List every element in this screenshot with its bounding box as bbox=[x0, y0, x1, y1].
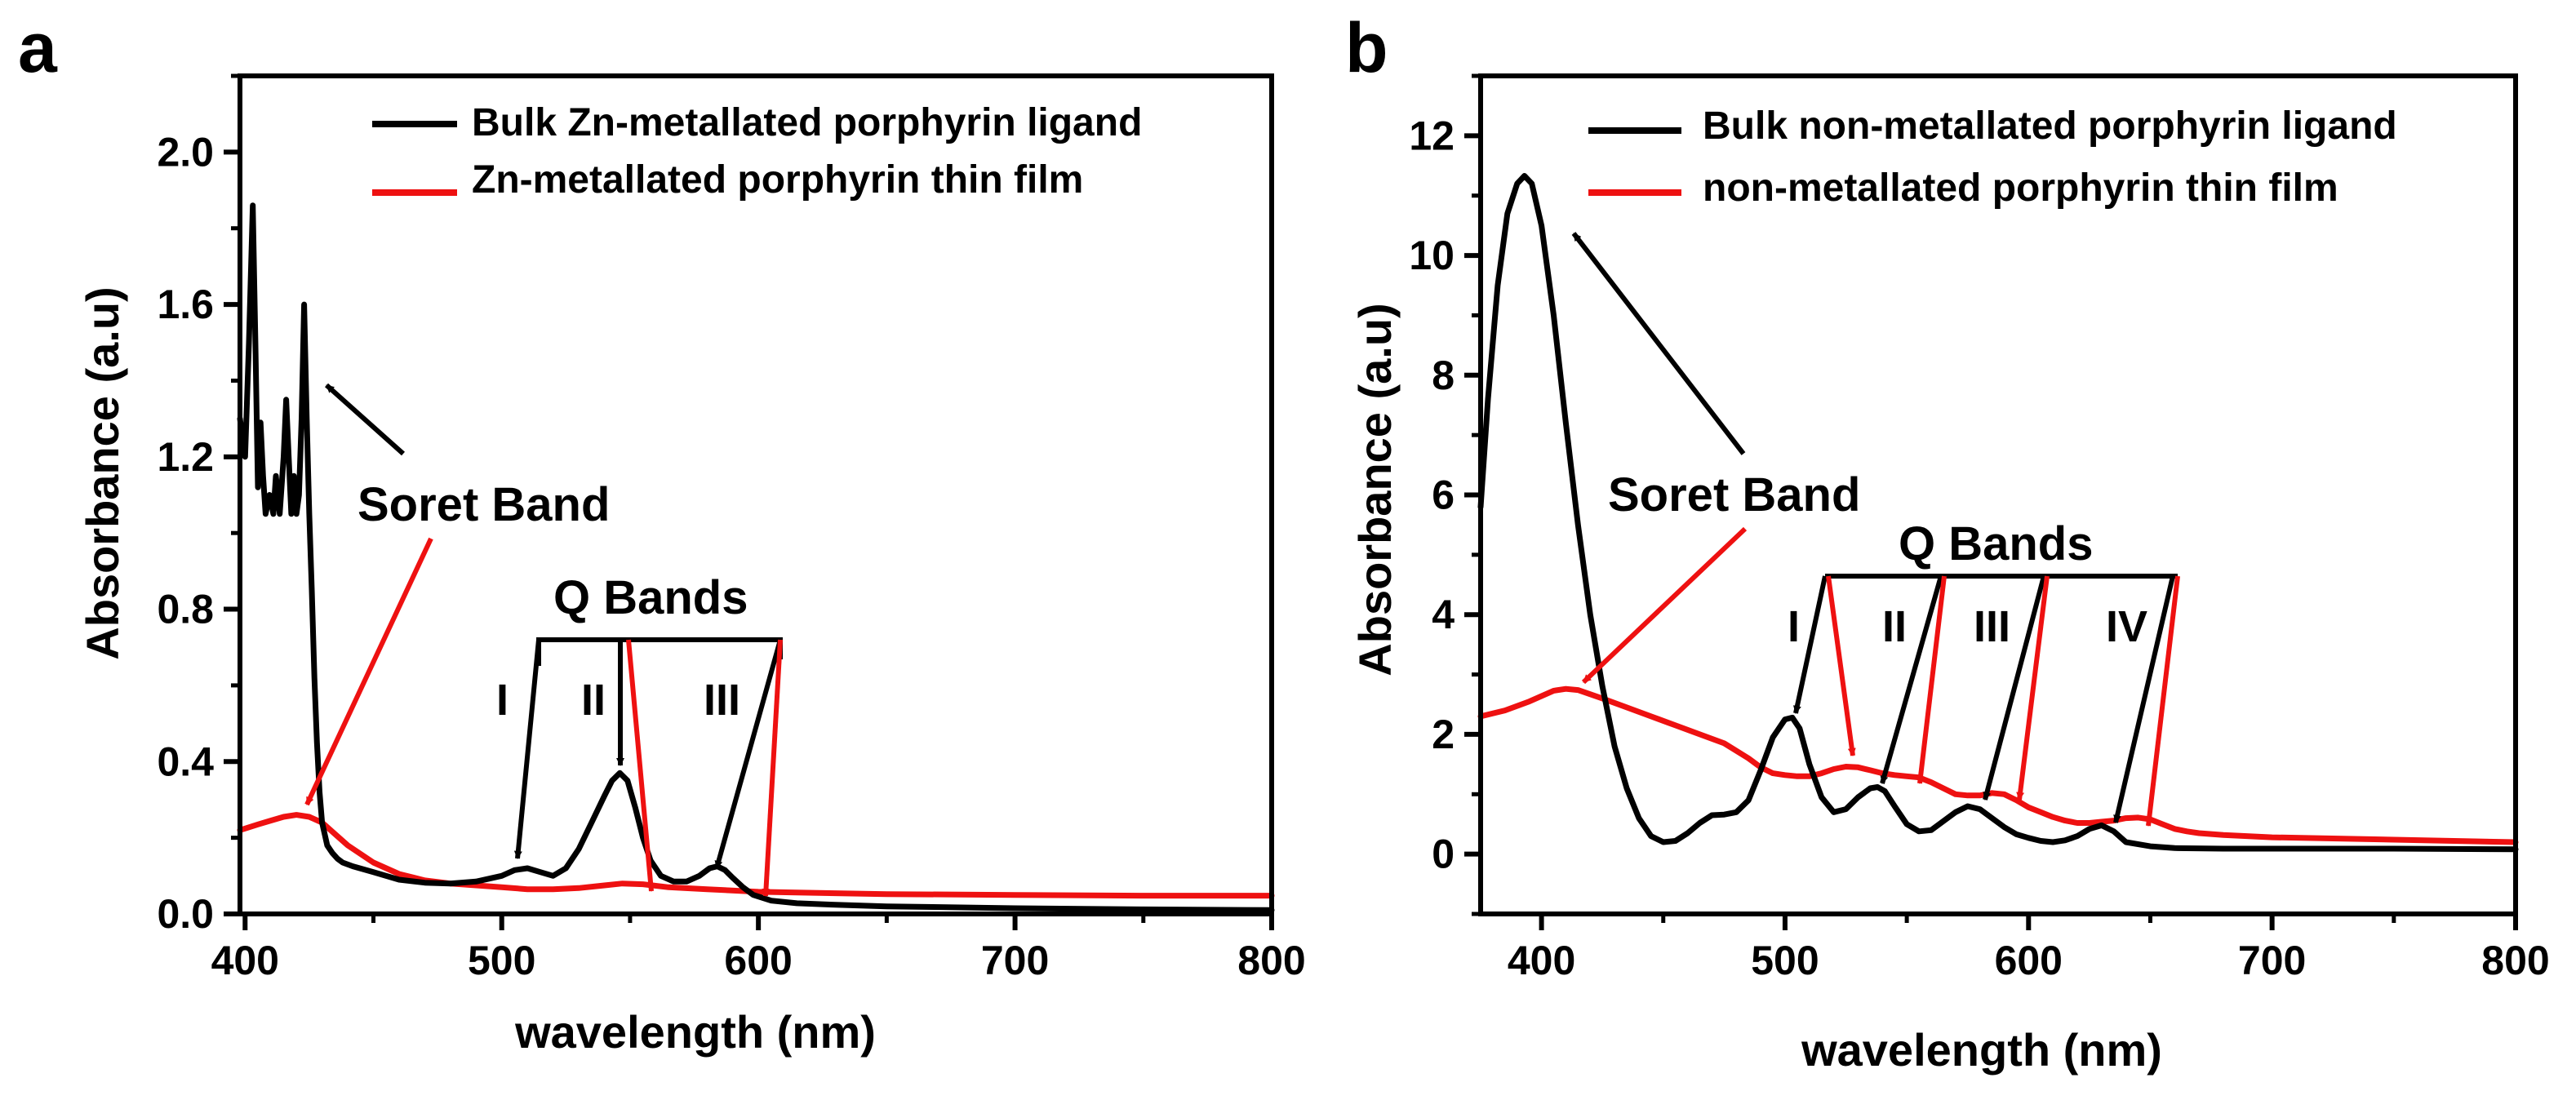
panel-a-legend-bulk: Bulk Zn-metallated porphyrin ligand bbox=[472, 101, 1142, 144]
panel-a-y-tick-label: 1.2 bbox=[157, 434, 214, 480]
panel-a-band-i-label: I bbox=[496, 676, 509, 725]
panel-b-y-tick-label: 6 bbox=[1432, 472, 1455, 518]
panel-a-band-ii-label: II bbox=[581, 676, 606, 725]
panel-a-x-tick-label: 600 bbox=[724, 938, 792, 983]
panel-b-x-axis-title: wavelength (nm) bbox=[1801, 1024, 2162, 1076]
panel-b-curves bbox=[1477, 173, 2519, 853]
panel-b-y-tick-label: 12 bbox=[1409, 113, 1455, 158]
panel-b-y-tick-label: 4 bbox=[1432, 592, 1455, 637]
panel-b-x-tick-label: 600 bbox=[1995, 938, 2063, 983]
panel-b-soret-label: Soret Band bbox=[1608, 468, 1860, 521]
panel-b-band-iv-label: IV bbox=[2106, 602, 2147, 651]
panel-a-qbands-label: Q Bands bbox=[553, 571, 748, 624]
panel-a-x-tick-label: 700 bbox=[981, 938, 1049, 983]
panel-a-y-tick-label: 1.6 bbox=[157, 282, 214, 327]
panel-b-y-tick-label: 10 bbox=[1409, 233, 1455, 278]
panel-b-y-axis-title: Absorbance (a.u) bbox=[1349, 303, 1401, 676]
panel-a-plot-area: 400 500 600 700 800 0.0 0.4 0.8 1.2 1.6 2.0 bbox=[157, 73, 1306, 983]
panel-b-letter: b bbox=[1345, 9, 1388, 87]
panel-b-x-tick-label: 800 bbox=[2481, 938, 2549, 983]
panel-a-series-film-line bbox=[237, 812, 1275, 899]
panel-b-axes: 400 500 600 700 800 0 2 4 6 8 10 12 bbox=[1409, 73, 2550, 983]
panel-a-curves bbox=[237, 202, 1275, 913]
panel-b-band-i-label: I bbox=[1788, 602, 1800, 651]
panel-a-axes-frame bbox=[238, 73, 1274, 916]
panel-b-band-iv-arrow-red bbox=[2145, 575, 2180, 827]
panel-b-y-tick-label: 8 bbox=[1432, 353, 1455, 398]
panel-a-y-tick-label: 2.0 bbox=[157, 129, 214, 175]
panel-b-band-i-arrow-black bbox=[1792, 575, 1828, 714]
panel-b-band-i-arrow-red bbox=[1826, 575, 1856, 756]
panel-b-band-iii-arrow-black bbox=[1983, 575, 2046, 801]
panel-b-x-tick-label: 500 bbox=[1751, 938, 1819, 983]
panel-b: b 400 500 600 700 800 0 2 4 6 8 10 12 wavelength (n… bbox=[1345, 9, 2550, 1076]
panel-a-y-tick-label: 0.4 bbox=[157, 739, 214, 784]
panel-a-letter: a bbox=[18, 9, 58, 87]
panel-b-band-ii-arrow-red bbox=[1916, 575, 1947, 784]
panel-a-band-iii-arrow-red bbox=[762, 639, 783, 897]
panel-b-qbands-label: Q Bands bbox=[1899, 517, 2094, 570]
panel-a-y-axis-title: Absorbance (a.u) bbox=[77, 286, 128, 659]
panel-a-annotations: Soret Band Q Bands I II III bbox=[304, 383, 783, 897]
panel-b-series-bulk-line bbox=[1477, 173, 2519, 853]
panel-b-band-iv-arrow-black bbox=[2113, 575, 2175, 823]
panel-a: a 400 500 600 700 800 0.0 0.4 0.8 1.2 1.6 2.0 wave… bbox=[18, 9, 1306, 1058]
panel-b-band-iii-arrow-red bbox=[2016, 575, 2050, 801]
panel-b-x-tick-label: 700 bbox=[2238, 938, 2306, 983]
panel-b-y-tick-label: 2 bbox=[1432, 712, 1455, 757]
panel-b-band-iii-label: III bbox=[1974, 602, 2010, 651]
panel-a-band-iii-arrow-black bbox=[714, 639, 783, 869]
panel-a-band-i-arrow bbox=[513, 639, 541, 859]
panel-b-x-tick-label: 400 bbox=[1508, 938, 1575, 983]
panel-a-axes: 400 500 600 700 800 0.0 0.4 0.8 1.2 1.6 2.0 bbox=[157, 73, 1306, 983]
panel-a-x-axis-title: wavelength (nm) bbox=[514, 1006, 876, 1058]
panel-a-series-bulk-line bbox=[237, 202, 1275, 913]
panel-a-x-tick-label: 400 bbox=[211, 938, 279, 983]
panel-b-band-ii-label: II bbox=[1882, 602, 1907, 651]
panel-a-legend-film: Zn-metallated porphyrin thin film bbox=[472, 158, 1083, 202]
panel-b-band-ii-arrow-black bbox=[1880, 575, 1943, 784]
panel-b-soret-arrow-black bbox=[1571, 232, 1746, 455]
panel-a-soret-arrow-red bbox=[304, 537, 433, 806]
panel-a-legend: Bulk Zn-metallated porphyrin ligand Zn-m… bbox=[372, 101, 1142, 202]
panel-a-soret-label: Soret Band bbox=[358, 478, 610, 531]
panel-b-y-tick-label: 0 bbox=[1432, 832, 1455, 877]
panel-a-x-tick-label: 500 bbox=[468, 938, 535, 983]
panel-a-qbands-bracket bbox=[536, 637, 783, 666]
panel-a-soret-arrow-black bbox=[325, 383, 405, 456]
panel-b-legend-film: non-metallated porphyrin thin film bbox=[1703, 166, 2338, 210]
panel-a-x-tick-label: 800 bbox=[1237, 938, 1305, 983]
panel-a-band-ii-arrow-red bbox=[626, 639, 655, 892]
panel-a-band-iii-label: III bbox=[704, 676, 740, 725]
panel-b-series-film-line bbox=[1477, 685, 2519, 845]
panel-b-soret-arrow-red bbox=[1581, 526, 1748, 685]
panel-b-plot-area: 400 500 600 700 800 0 2 4 6 8 10 12 bbox=[1409, 73, 2550, 983]
panel-b-legend: Bulk non-metallated porphyrin ligand non… bbox=[1588, 104, 2397, 210]
panel-a-y-tick-label: 0.0 bbox=[157, 891, 214, 937]
panel-b-annotations: Soret Band Q Bands I II III IV bbox=[1571, 232, 2180, 827]
panel-b-legend-bulk: Bulk non-metallated porphyrin ligand bbox=[1703, 104, 2397, 148]
panel-a-y-tick-label: 0.8 bbox=[157, 587, 214, 632]
